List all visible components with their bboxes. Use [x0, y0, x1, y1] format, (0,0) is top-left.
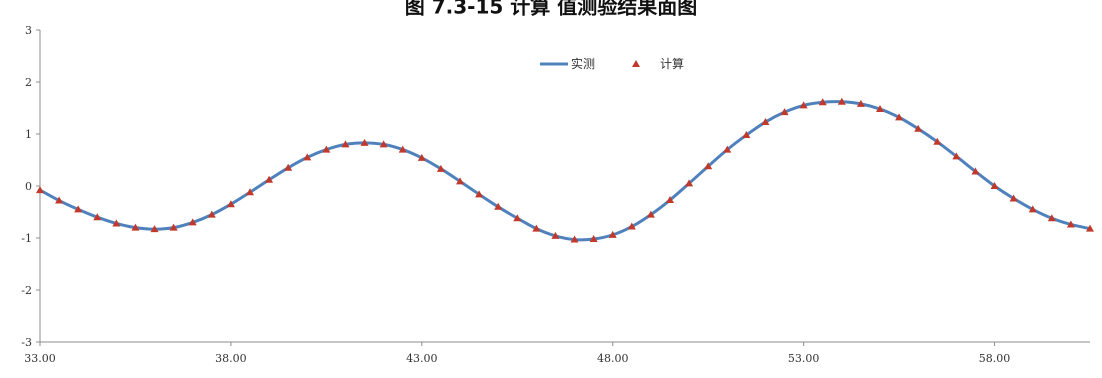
data-point-calculated [742, 131, 751, 139]
x-tick-group: 33.00 38.00 43.00 48.00 53.00 58.00 [24, 342, 1010, 365]
x-tick-label: 38.00 [215, 352, 247, 365]
data-point-calculated [456, 177, 464, 185]
data-point-calculated [417, 153, 426, 161]
data-point-calculated [608, 230, 617, 238]
data-point-calculated [876, 105, 884, 113]
data-point-calculated [436, 164, 445, 172]
data-point-calculated [627, 222, 636, 230]
data-point-calculated [379, 140, 388, 148]
x-tick-label: 53.00 [788, 352, 820, 365]
data-point-calculated [933, 137, 942, 145]
y-tick-label: 1 [25, 128, 32, 141]
legend-triangle-swatch [632, 60, 640, 67]
data-point-calculated [971, 167, 980, 175]
y-tick-label: -1 [21, 232, 32, 245]
data-point-calculated [475, 190, 484, 198]
data-point-calculated [761, 118, 770, 126]
data-point-calculated [150, 225, 159, 233]
data-point-calculated [1066, 220, 1075, 228]
data-point-calculated [1086, 224, 1094, 232]
data-point-calculated [494, 202, 503, 210]
data-point-calculated [360, 138, 369, 146]
data-point-calculated [36, 186, 44, 194]
data-point-calculated [55, 196, 64, 204]
data-point-calculated [780, 108, 789, 116]
data-point-calculated [322, 145, 331, 153]
y-tick-label: 3 [25, 24, 32, 37]
data-point-calculated [513, 214, 522, 222]
data-point-calculated [207, 210, 216, 218]
y-tick-label: -3 [21, 336, 32, 349]
data-point-calculated [799, 101, 808, 109]
data-point-calculated [914, 124, 923, 132]
data-point-calculated [265, 175, 274, 183]
x-tick-label: 43.00 [406, 352, 438, 365]
y-tick-group: 3 2 1 0 -1 -2 -3 [21, 24, 40, 349]
data-point-calculated [303, 153, 312, 161]
data-point-calculated [666, 196, 674, 204]
data-point-calculated [589, 235, 598, 243]
x-tick-label: 33.00 [24, 352, 56, 365]
x-tick-label: 58.00 [979, 352, 1011, 365]
data-point-calculated [723, 145, 732, 153]
series-line-measured [39, 100, 1091, 242]
y-tick-label: -2 [21, 284, 32, 297]
data-point-calculated [284, 163, 293, 171]
data-point-calculated [74, 205, 83, 213]
data-point-calculated [570, 235, 579, 243]
data-point-calculated [131, 223, 140, 231]
legend: 实测 计算 [540, 56, 684, 71]
data-point-calculated [818, 98, 827, 106]
data-point-calculated [1047, 214, 1056, 222]
data-point-calculated [704, 162, 713, 170]
data-point-calculated [837, 97, 846, 105]
chart-title: 图 7.3-15 计算 值测验结果面图 [405, 0, 697, 19]
data-point-calculated [1009, 194, 1018, 202]
data-point-calculated [398, 145, 407, 153]
legend-label-measured: 实测 [571, 56, 595, 71]
data-point-calculated [990, 182, 999, 189]
marker-group-calculated [36, 97, 1094, 243]
data-point-calculated [246, 188, 254, 196]
y-tick-label: 0 [25, 180, 32, 193]
data-point-calculated [532, 224, 541, 232]
data-point-calculated [1028, 205, 1037, 213]
data-point-calculated [646, 210, 655, 218]
data-point-calculated [952, 152, 961, 160]
data-point-calculated [188, 218, 197, 226]
data-point-calculated [169, 223, 178, 231]
data-point-calculated [856, 99, 865, 107]
data-point-calculated [93, 213, 102, 221]
data-point-calculated [685, 179, 694, 187]
data-point-calculated [341, 140, 350, 148]
y-tick-label: 2 [25, 76, 32, 89]
data-point-calculated [551, 231, 560, 239]
data-point-calculated [895, 113, 904, 121]
legend-label-calculated: 计算 [660, 56, 684, 71]
data-point-calculated [112, 219, 121, 227]
x-tick-label: 48.00 [597, 352, 629, 365]
data-point-calculated [226, 200, 235, 208]
